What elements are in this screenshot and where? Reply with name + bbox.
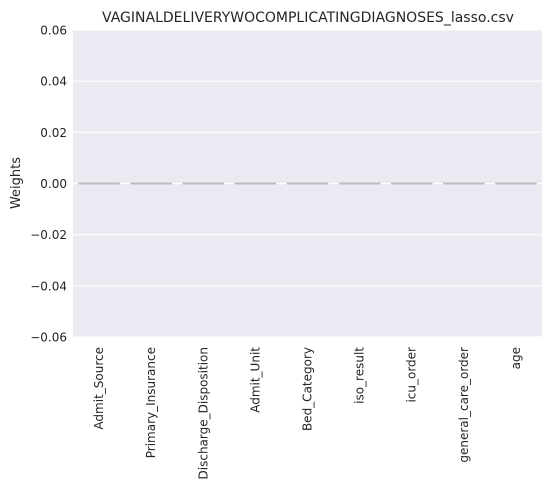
chart-title: VAGINALDELIVERYWOCOMPLICATINGDIAGNOSES_l… <box>102 10 514 26</box>
y-tick-label: −0.02 <box>30 228 67 242</box>
bar <box>338 182 381 185</box>
x-tick-label: iso_result <box>353 347 367 404</box>
x-tick-label: Bed_Category <box>301 347 315 431</box>
y-axis-label: Weights <box>9 157 24 209</box>
y-tick-label: −0.06 <box>30 331 67 345</box>
y-tick-label: 0.06 <box>40 24 67 38</box>
bar <box>442 182 485 185</box>
x-tick-label: age <box>509 347 523 369</box>
x-tick-labels: Admit_Source Primary_Insurance Discharge_D… <box>92 347 523 480</box>
y-tick-label: 0.04 <box>40 75 67 89</box>
x-tick-label: Primary_Insurance <box>144 347 158 458</box>
bar <box>390 182 433 185</box>
x-tick-label: icu_order <box>405 347 419 403</box>
bar <box>286 182 329 185</box>
x-tick-label: general_care_order <box>457 347 471 463</box>
bar <box>78 182 120 185</box>
y-tick-labels: −0.06 −0.04 −0.02 0.00 0.02 0.04 0.06 <box>30 24 67 345</box>
x-tick-label: Admit_Unit <box>248 347 262 413</box>
bar <box>182 182 225 185</box>
x-tick-label: Discharge_Disposition <box>196 347 210 479</box>
y-tick-label: −0.04 <box>30 279 67 293</box>
y-tick-label: 0.00 <box>40 177 67 191</box>
bar <box>495 182 537 185</box>
y-tick-label: 0.02 <box>40 126 67 140</box>
bar <box>234 182 277 185</box>
bars <box>78 182 537 185</box>
x-tick-label: Admit_Source <box>92 347 106 430</box>
bar <box>130 182 173 185</box>
